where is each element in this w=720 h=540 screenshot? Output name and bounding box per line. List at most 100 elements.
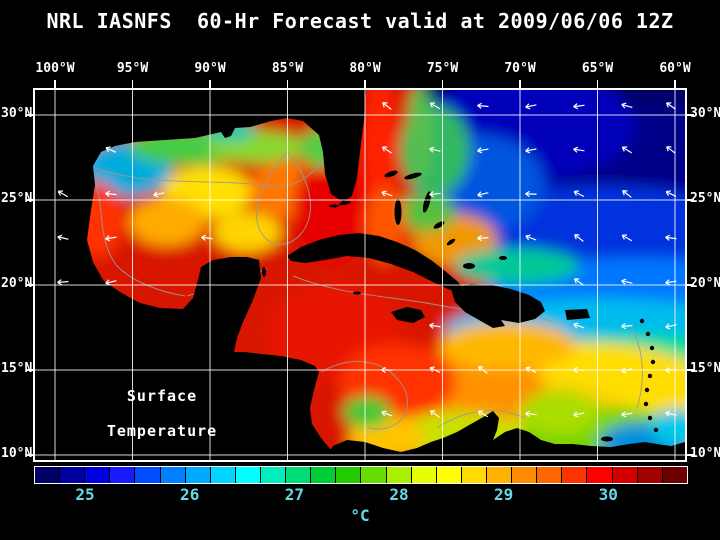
colorbar-cell [512,467,538,483]
colorbar-tick-label: 30 [598,485,618,504]
axis-tick [26,284,33,286]
lon-label: 70°W [504,61,536,76]
lat-label-right: 10°N [690,446,720,461]
colorbar-tick-label: 29 [494,485,514,504]
colorbar-cell [587,467,613,483]
wind-arrow-icon [381,146,392,154]
wind-arrow-icon [478,366,488,374]
wind-arrow-icon [381,190,393,197]
colorbar-cell [562,467,588,483]
wind-arrow-icon [429,102,441,110]
lat-label-left: 30°N [1,106,33,121]
colorbar-cell [110,467,136,483]
wind-arrow-icon [105,235,117,242]
colorbar-cell [662,467,687,483]
colorbar [34,466,688,484]
wind-arrow-icon [621,323,633,330]
lon-label: 80°W [349,61,381,76]
wind-arrow-icon [621,411,633,418]
wind-arrow-icon [477,191,489,198]
lon-label: 75°W [426,61,459,76]
wind-arrow-icon [429,322,441,329]
wind-arrow-icon [665,279,677,286]
axis-tick [364,80,366,88]
wind-arrow-icon [429,146,441,153]
lon-label: 95°W [116,61,149,76]
wind-arrow-icon [573,146,585,153]
wind-arrow-icon [381,366,393,374]
wind-arrow-icon [525,103,537,110]
colorbar-cell [60,467,86,483]
north-central-america-landmass [35,90,366,460]
wind-arrow-icon [57,190,69,198]
axis-tick [26,454,33,456]
puerto-rico-island [565,309,590,320]
colorbar-cell [160,467,186,483]
wind-arrow-icon [621,278,633,285]
wind-arrow-icon [622,190,632,198]
wind-arrow-icon [573,366,585,374]
wind-arrow-icon [573,322,585,329]
wind-arrow-icon [574,234,584,242]
axis-tick [209,80,211,88]
wind-arrow-icon [477,410,489,418]
bahamas-islands [384,170,507,269]
colorbar-cell [612,467,638,483]
sst-map [35,90,685,460]
colorbar-cell [235,467,261,483]
wind-arrow-icon [573,411,585,418]
axis-tick [26,199,33,201]
lon-label: 85°W [271,61,304,76]
axis-tick [131,80,134,88]
wind-arrow-icon [573,103,585,110]
axis-tick [687,114,694,116]
axis-tick [674,80,676,88]
colorbar-cell [210,467,236,483]
wind-arrow-icon [665,234,677,241]
lat-label-left: 25°N [1,191,33,206]
annotation-temperature: Temperature [106,422,218,440]
wind-arrow-icon [621,367,633,374]
axis-tick [519,80,521,88]
wind-arrow-icon [477,147,489,154]
axis-tick [441,80,444,88]
wind-arrow-icon [665,323,677,330]
wind-arrow-icon [429,191,441,198]
wind-arrow-icon [57,234,69,241]
lat-label-left: 20°N [1,276,33,291]
lat-label-right: 20°N [690,276,720,291]
colorbar-cell [486,467,513,483]
wind-arrow-icon [477,235,489,242]
lat-label-left: 15°N [1,361,33,376]
colorbar-cell [185,467,211,483]
lat-label-right: 15°N [690,361,720,376]
wind-arrow-icon [621,234,633,242]
colorbar-unit: °C [350,506,370,525]
axis-tick [687,369,694,371]
axis-tick [26,369,33,371]
wind-arrow-icon [525,190,537,198]
wind-arrow-icon [621,146,632,154]
wind-arrow-icon [477,102,489,109]
axis-tick [687,284,694,286]
lesser-antilles-islands [639,318,659,433]
wind-arrow-icon [57,279,69,286]
wind-arrow-icon [201,234,213,241]
colorbar-cell [537,467,563,483]
axis-tick [687,199,694,201]
small-islands [262,267,613,442]
colorbar-tick-label: 28 [389,485,409,504]
colorbar-tick-label: 25 [75,485,95,504]
wind-arrows [57,102,677,418]
wind-arrow-icon [573,278,584,286]
colorbar-cell [361,467,387,483]
wind-arrow-icon [382,102,392,110]
wind-arrow-icon [105,146,117,153]
axis-tick [596,80,599,88]
wind-arrow-icon [105,190,117,197]
colorbar-cell [386,467,412,483]
colorbar-cell [411,467,437,483]
colorbar-cell [637,467,663,483]
wind-arrow-icon [666,146,676,154]
